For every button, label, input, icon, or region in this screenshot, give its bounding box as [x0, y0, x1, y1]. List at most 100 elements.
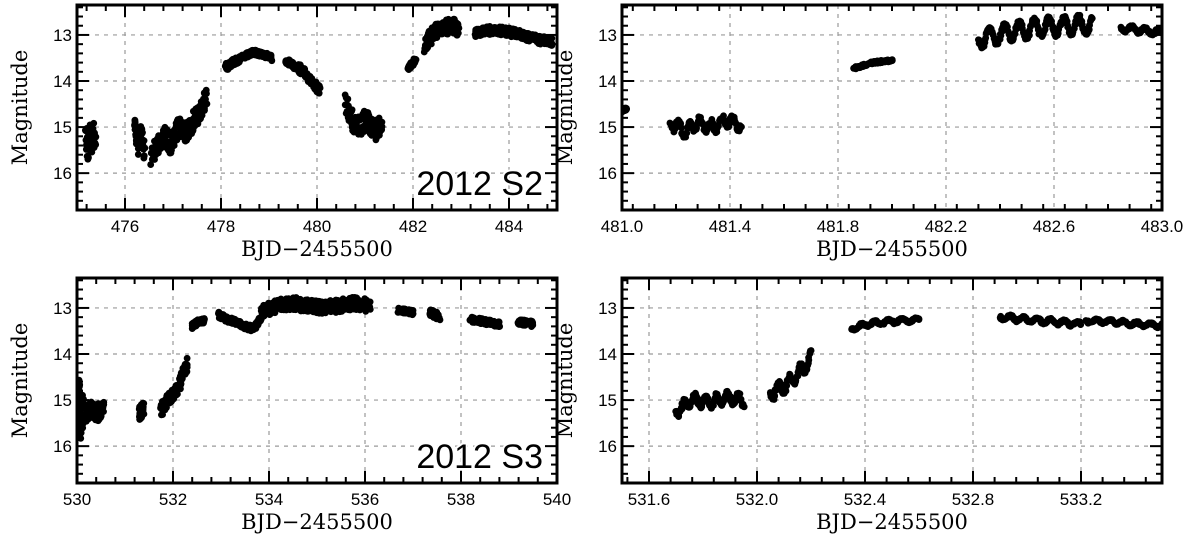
x-tick-label: 482.6	[1033, 217, 1076, 236]
data-point	[366, 298, 374, 306]
y-tick-label: 16	[598, 164, 617, 183]
plot-frame	[620, 3, 1164, 212]
data-point	[134, 151, 142, 158]
data-point	[1088, 15, 1096, 22]
x-tick-label: 481.8	[817, 217, 860, 236]
x-tick-label: 481.4	[709, 217, 752, 236]
data-point	[131, 116, 139, 124]
plot-frame	[620, 276, 1164, 485]
data-point	[548, 34, 556, 42]
x-tick-label: 478	[207, 217, 235, 236]
data-point	[704, 394, 712, 402]
y-axis-label: Magnitude	[8, 323, 32, 439]
data-point	[174, 390, 181, 398]
x-tick-label: 540	[543, 490, 571, 509]
y-tick-label: 14	[598, 345, 617, 364]
x-tick-label: 483.0	[1141, 217, 1184, 236]
data-point	[182, 369, 190, 377]
panel-top-right: 481.0 481.4 481.8 482.2 482.6 483.0 13 14 15 16 B…	[553, 3, 1183, 261]
data-point	[203, 100, 211, 108]
x-axis-label: BJD−2455500	[241, 510, 393, 534]
data-point	[454, 21, 462, 28]
data-point	[140, 154, 148, 162]
y-tick-label: 13	[53, 299, 72, 318]
y-tick-label: 14	[53, 345, 72, 364]
x-tick-label: 536	[351, 490, 379, 509]
data-point	[139, 411, 146, 419]
data-point	[139, 129, 146, 137]
data-point	[315, 89, 323, 97]
data-point	[147, 161, 155, 168]
y-tick-label: 14	[598, 72, 617, 91]
y-tick-label: 15	[53, 391, 72, 410]
data-point	[183, 354, 191, 362]
grid-lines	[77, 278, 557, 483]
x-tick-label: 532	[159, 490, 187, 509]
data-point	[140, 400, 148, 407]
data-point	[1077, 321, 1085, 328]
data-point	[378, 118, 386, 126]
data-point	[92, 141, 100, 148]
data-point	[915, 316, 923, 324]
data-point	[91, 133, 99, 141]
x-tick-label: 531.6	[628, 490, 671, 509]
data-point	[888, 57, 896, 64]
data-point	[427, 40, 435, 48]
panel-bottom-right: 531.6 532.0 532.4 532.8 533.2 13 14 15 16 BJD−24…	[553, 276, 1164, 534]
data-point	[807, 347, 815, 354]
data-point	[792, 378, 800, 386]
data-point	[804, 361, 812, 369]
data-points	[77, 293, 537, 442]
data-point	[85, 154, 92, 162]
x-tick-label: 533.2	[1060, 490, 1103, 509]
tick-labels: 481.0 481.4 481.8 482.2 482.6 483.0 13 14 15 16	[598, 26, 1183, 236]
data-point	[348, 106, 356, 114]
x-tick-label: 532.8	[952, 490, 995, 509]
y-tick-label: 15	[598, 118, 617, 137]
y-tick-label: 16	[53, 437, 72, 456]
data-point	[678, 124, 686, 132]
data-point	[681, 396, 689, 404]
tick-marks	[622, 5, 1162, 211]
data-points	[81, 15, 556, 168]
y-tick-label: 15	[598, 391, 617, 410]
data-point	[435, 314, 443, 322]
y-axis-label: Magnitude	[8, 50, 32, 166]
y-tick-label: 16	[598, 437, 617, 456]
y-tick-label: 15	[53, 118, 72, 137]
x-tick-label: 532.4	[844, 490, 887, 509]
tick-labels: 530 532 534 536 538 540 13 14 15 16	[53, 299, 571, 509]
x-tick-label: 534	[255, 490, 283, 509]
data-point	[100, 401, 108, 409]
plot-frame	[75, 3, 559, 212]
data-points	[672, 311, 1162, 421]
data-point	[183, 361, 191, 369]
x-tick-label: 532.0	[736, 490, 779, 509]
plot-frame	[75, 276, 559, 485]
y-tick-label: 13	[598, 299, 617, 318]
x-tick-label: 530	[63, 490, 91, 509]
data-point	[771, 392, 779, 400]
tick-labels: 531.6 532.0 532.4 532.8 533.2 13 14 15 16	[598, 299, 1102, 509]
panel-annotation: 2012 S3	[416, 438, 543, 476]
y-axis-label: Magnitude	[553, 50, 577, 166]
x-tick-label: 481.0	[601, 217, 644, 236]
data-point	[736, 123, 744, 130]
data-point	[90, 119, 98, 127]
x-tick-label: 484	[495, 217, 523, 236]
data-point	[529, 321, 537, 329]
data-point	[360, 128, 368, 135]
tick-labels: 476 478 480 482 484 13 14 15 16	[53, 26, 523, 236]
data-point	[141, 144, 149, 152]
y-tick-label: 13	[53, 26, 72, 45]
x-tick-label: 476	[111, 217, 139, 236]
data-point	[378, 126, 386, 134]
panel-annotation: 2012 S2	[416, 165, 543, 203]
data-points	[622, 11, 1162, 141]
data-point	[409, 310, 417, 318]
panel-bottom-left: 530 532 534 536 538 540 13 14 15 16 BJD−2455500 M…	[8, 276, 571, 534]
data-point	[201, 315, 208, 323]
y-tick-label: 13	[598, 26, 617, 45]
data-point	[271, 309, 279, 317]
